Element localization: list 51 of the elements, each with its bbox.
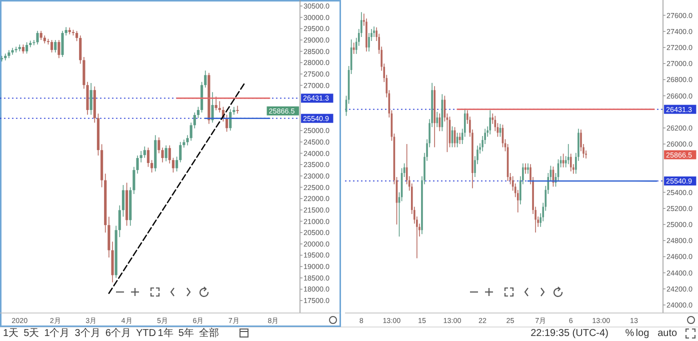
candlestick bbox=[196, 106, 200, 119]
candlestick bbox=[218, 100, 221, 113]
text: 5天 bbox=[24, 328, 40, 339]
text: log bbox=[636, 328, 650, 339]
candlestick bbox=[158, 137, 160, 154]
candlestick bbox=[22, 44, 24, 54]
text: 1年 bbox=[158, 327, 174, 339]
candlestick bbox=[570, 153, 572, 172]
text: 1天 bbox=[3, 328, 19, 339]
candlestick bbox=[438, 113, 441, 132]
candlestick bbox=[567, 144, 570, 165]
candlestick bbox=[36, 30, 39, 45]
candlestick bbox=[76, 30, 78, 42]
candlestick bbox=[164, 144, 168, 162]
candlestick bbox=[90, 82, 92, 116]
candlestick bbox=[524, 162, 526, 174]
candlestick bbox=[58, 40, 60, 59]
candlestick bbox=[50, 40, 54, 53]
text: 1个月 bbox=[44, 327, 70, 339]
candlestick bbox=[211, 92, 214, 124]
candlestick bbox=[489, 110, 492, 135]
candlestick bbox=[143, 146, 146, 158]
text: YTD bbox=[136, 328, 156, 339]
text: 22:19:35 (UTC-4) bbox=[530, 328, 608, 339]
candlestick bbox=[18, 44, 21, 52]
candlestick bbox=[436, 111, 438, 128]
candlestick bbox=[527, 162, 529, 174]
candlestick bbox=[204, 70, 207, 88]
candlestick bbox=[179, 142, 182, 163]
candlestick bbox=[54, 40, 57, 53]
candlestick bbox=[40, 30, 42, 40]
candlestick bbox=[236, 105, 239, 114]
text: auto bbox=[658, 328, 678, 339]
text: 3个月 bbox=[74, 327, 100, 339]
candlestick bbox=[562, 153, 564, 168]
candlestick bbox=[368, 32, 370, 52]
candlestick bbox=[214, 96, 218, 111]
candlestick bbox=[122, 184, 124, 218]
candlestick bbox=[68, 27, 71, 35]
candlestick bbox=[26, 42, 28, 54]
candlestick bbox=[373, 26, 375, 38]
candlestick bbox=[150, 160, 154, 173]
candlestick bbox=[176, 156, 178, 172]
candlestick bbox=[146, 147, 150, 168]
candlestick bbox=[172, 157, 174, 173]
text: 6个月 bbox=[105, 327, 131, 339]
text: 5年 bbox=[178, 327, 194, 339]
candlestick bbox=[168, 144, 171, 164]
candlestick bbox=[61, 30, 64, 58]
text: 全部 bbox=[199, 327, 219, 339]
text: % bbox=[625, 328, 634, 339]
